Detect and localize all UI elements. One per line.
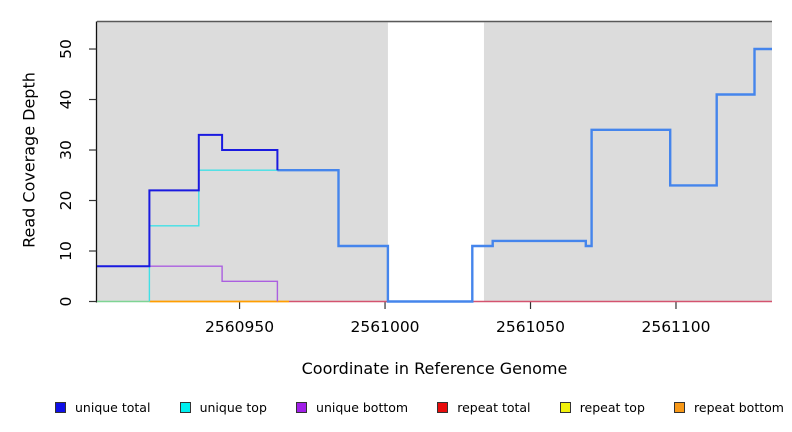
series-unique-total-line <box>97 133 279 268</box>
legend-swatch-repeat-bottom <box>674 401 686 413</box>
legend-item-label: repeat bottom <box>694 399 784 415</box>
legend-item-repeat-bottom: repeat bottom <box>674 400 784 415</box>
legend-item-repeat-top: repeat top <box>559 399 645 415</box>
series-unique-bottom-line <box>97 265 279 302</box>
legend-item-label: repeat top <box>579 399 645 415</box>
legend-item-repeat-total: repeat total <box>437 399 531 415</box>
y-tick-label: 10 <box>57 241 75 261</box>
x-tick-label: 2561000 <box>351 318 420 336</box>
y-tick-label: 20 <box>57 191 75 211</box>
series-total-coverage-line <box>277 47 772 303</box>
x-tick-label: 2560950 <box>205 318 274 336</box>
y-tick-label: 0 <box>57 297 75 307</box>
legend-item-label: unique top <box>199 399 267 415</box>
legend-swatch-repeat-top <box>559 401 571 413</box>
legend-item-label: repeat total <box>457 399 531 415</box>
legend-item-unique-total: unique total <box>55 400 150 415</box>
legend-item-label: unique total <box>75 399 151 415</box>
legend-swatch-unique-bottom <box>296 401 308 413</box>
y-axis-title: Read Coverage Depth <box>19 72 39 248</box>
legend-swatch-repeat-total <box>437 401 449 413</box>
y-tick-label: 40 <box>57 90 75 110</box>
legend-item-unique-top: unique top <box>179 399 267 415</box>
x-axis-title: Coordinate in Reference Genome <box>301 359 568 378</box>
x-tick-label: 2561050 <box>496 318 565 336</box>
no-data-band <box>387 22 484 302</box>
legend-swatch-unique-total <box>55 401 66 413</box>
legend-item-label: unique bottom <box>316 399 409 415</box>
legend-swatch-unique-top <box>179 401 191 413</box>
x-tick-label: 2561100 <box>641 318 710 336</box>
legend-item-unique-bottom: unique bottom <box>296 400 408 415</box>
y-tick-label: 50 <box>57 39 75 59</box>
legend: unique total unique top unique bottom repea… <box>49 398 784 416</box>
y-tick-label: 30 <box>57 140 75 160</box>
